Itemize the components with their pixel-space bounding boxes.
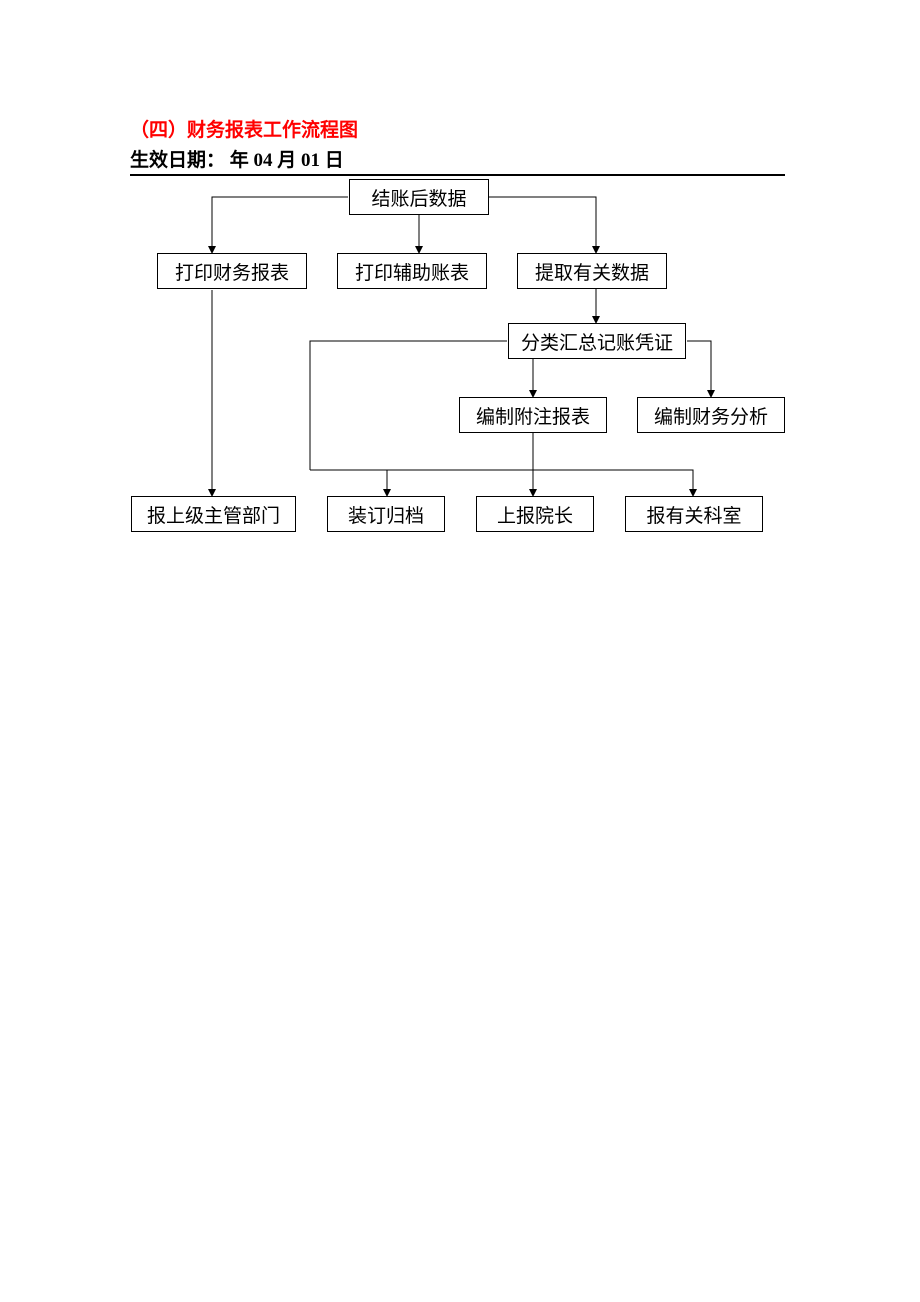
flowchart-edge-2	[489, 197, 596, 253]
flowchart-node-n11: 报有关科室	[625, 496, 763, 532]
flowchart-node-n5: 分类汇总记账凭证	[508, 323, 686, 359]
flowchart-edge-5	[687, 341, 711, 397]
flowchart-node-n7: 编制财务分析	[637, 397, 785, 433]
flowchart-node-n9: 装订归档	[327, 496, 445, 532]
flowchart-edge-0	[212, 197, 348, 253]
flowchart-edge-11	[533, 470, 693, 496]
flowchart-container: 结账后数据打印财务报表打印辅助账表提取有关数据分类汇总记账凭证编制附注报表编制财…	[0, 0, 920, 600]
flowchart-node-n10: 上报院长	[476, 496, 594, 532]
flowchart-node-n1: 结账后数据	[349, 179, 489, 215]
flowchart-node-n3: 打印辅助账表	[337, 253, 487, 289]
flowchart-node-n6: 编制附注报表	[459, 397, 607, 433]
flowchart-node-n8: 报上级主管部门	[131, 496, 296, 532]
flowchart-node-n2: 打印财务报表	[157, 253, 307, 289]
flowchart-node-n4: 提取有关数据	[517, 253, 667, 289]
